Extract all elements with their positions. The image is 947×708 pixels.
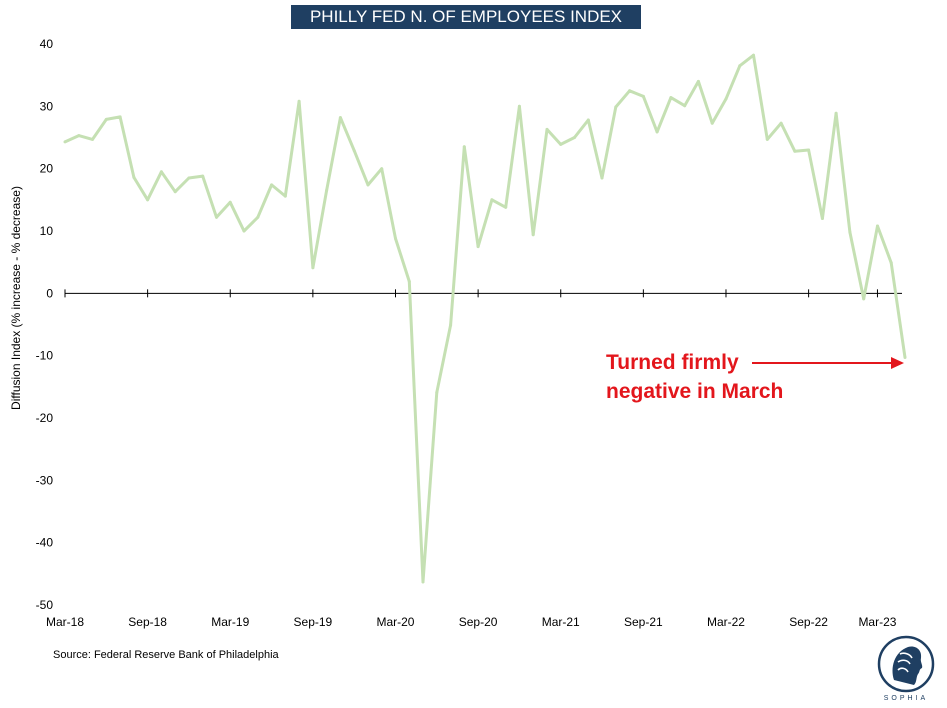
x-tick-label: Mar-20 — [376, 615, 414, 629]
data-point — [696, 79, 700, 83]
data-point — [669, 96, 673, 100]
data-point — [394, 237, 397, 240]
data-point — [903, 356, 907, 359]
data-point — [641, 94, 645, 98]
data-point — [325, 189, 329, 192]
data-point — [421, 580, 425, 584]
y-tick-label: -40 — [36, 536, 54, 550]
data-point — [490, 198, 494, 202]
data-point — [614, 105, 618, 109]
data-point — [793, 149, 797, 153]
data-point — [449, 323, 453, 327]
data-point — [586, 118, 590, 122]
sophia-logo: SOPHIA — [877, 635, 935, 702]
data-point — [352, 149, 356, 153]
data-point — [407, 280, 411, 283]
data-point — [380, 167, 384, 171]
data-point — [834, 111, 838, 115]
chart-title: PHILLY FED N. OF EMPLOYEES INDEX — [291, 5, 641, 29]
data-point — [738, 64, 742, 68]
data-point — [559, 142, 563, 146]
data-point — [91, 137, 94, 141]
data-point — [173, 190, 177, 194]
data-point — [132, 175, 136, 179]
annotation: Turned firmly negative in March — [606, 351, 904, 403]
data-point — [820, 217, 824, 220]
y-tick-label: -30 — [36, 473, 54, 487]
x-tick-label: Sep-21 — [624, 615, 663, 629]
y-tick-label: 0 — [46, 286, 53, 300]
data-point — [311, 266, 315, 270]
data-point — [256, 215, 260, 219]
data-point — [710, 121, 714, 125]
data-point — [724, 97, 728, 101]
x-tick-label: Mar-23 — [858, 615, 896, 629]
series-group — [63, 53, 907, 584]
data-point — [242, 229, 246, 233]
data-point — [215, 215, 218, 219]
x-axis-tick-labels: Mar-18 Sep-18 Mar-19 Sep-19 Mar-20 Sep-20 Mar-… — [46, 615, 897, 629]
data-point — [228, 200, 232, 204]
data-point — [889, 261, 893, 265]
data-point — [146, 198, 150, 202]
annotation-arrow-head — [891, 357, 904, 369]
x-tick-label: Sep-18 — [128, 615, 167, 629]
y-tick-label: -10 — [36, 349, 54, 363]
data-point — [531, 233, 535, 237]
y-axis-tick-labels: 40 30 20 10 0 -10 -20 -30 -40 -50 — [36, 37, 54, 612]
y-axis-label: Diffusion Index (% increase - % decrease… — [9, 186, 23, 410]
data-point — [435, 390, 439, 394]
y-tick-label: 20 — [40, 162, 54, 176]
data-point — [862, 297, 866, 301]
data-point — [270, 183, 274, 187]
annotation-line-1: Turned firmly — [606, 351, 739, 374]
zero-axis — [64, 289, 902, 298]
data-point — [63, 140, 67, 144]
data-point — [504, 205, 508, 209]
data-point — [104, 117, 108, 121]
x-tick-label: Mar-19 — [211, 615, 249, 629]
series-line — [64, 53, 907, 584]
y-tick-label: 10 — [40, 224, 54, 238]
data-point — [77, 134, 81, 138]
data-point — [476, 245, 480, 249]
data-point — [118, 115, 122, 119]
data-point — [187, 176, 191, 180]
x-tick-label: Mar-18 — [46, 615, 84, 629]
data-point — [297, 99, 301, 103]
data-point — [807, 148, 811, 152]
x-tick-label: Mar-21 — [542, 615, 580, 629]
x-tick-label: Sep-19 — [294, 615, 333, 629]
data-point — [159, 170, 163, 174]
data-point — [201, 174, 205, 178]
data-point — [600, 176, 604, 180]
data-point — [366, 183, 370, 187]
x-tick-label: Sep-20 — [459, 615, 498, 629]
logo-text: SOPHIA — [884, 695, 928, 702]
x-tick-label: Sep-22 — [789, 615, 828, 629]
data-point — [545, 127, 549, 131]
annotation-line-2: negative in March — [606, 380, 783, 403]
y-tick-label: 40 — [40, 37, 54, 51]
data-point — [752, 53, 755, 57]
data-point — [462, 145, 466, 149]
data-point — [655, 130, 659, 134]
data-point — [628, 89, 632, 93]
source-note: Source: Federal Reserve Bank of Philadel… — [53, 649, 279, 661]
data-point — [779, 121, 783, 125]
data-point — [876, 224, 879, 228]
x-tick-label: Mar-22 — [707, 615, 745, 629]
data-point — [683, 104, 687, 108]
data-point — [338, 116, 342, 120]
data-point — [517, 104, 521, 108]
data-point — [848, 230, 852, 234]
y-tick-label: -50 — [36, 598, 54, 612]
data-point — [283, 194, 287, 198]
data-point — [573, 136, 576, 139]
data-point — [765, 137, 769, 141]
y-tick-label: 30 — [40, 99, 54, 113]
y-tick-label: -20 — [36, 411, 54, 425]
